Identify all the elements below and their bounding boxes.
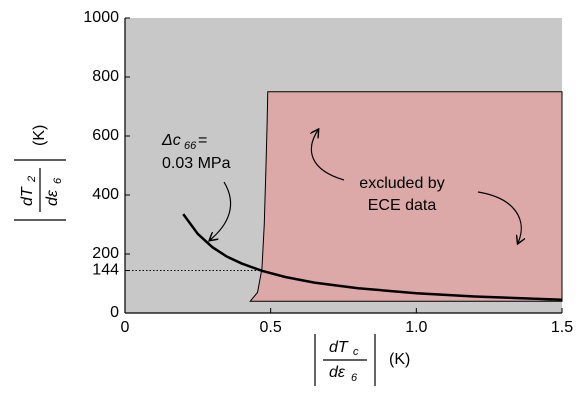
data-line [182,213,563,301]
arrow [311,130,345,181]
x-label-num-sub: c [353,346,359,358]
plot-area [125,18,563,313]
y-tick-label: 800 [92,68,119,85]
y-axis-label: dT 2 dε 6 (K) [14,125,66,221]
y-tick-label: 1000 [83,9,119,26]
y-label-unit: (K) [31,125,48,146]
annotation: = [198,132,207,149]
y-label-den: dε [44,189,61,206]
y-tick-label: 200 [92,245,119,262]
y-label-num: dT [19,186,36,206]
annotation: Δc [161,132,181,149]
annotation: 0.03 MPa [162,155,231,172]
x-tick-label: 0.5 [260,319,282,336]
y-label-num-sub: 2 [26,176,38,183]
y-tick-label: 400 [92,186,119,203]
y-tick-label: 600 [92,127,119,144]
annotation: ECE data [368,197,437,214]
y-tick-label: 0 [110,304,119,321]
x-axis-label: dT c dε 6 (K) [314,334,410,386]
x-label-unit: (K) [389,351,410,368]
y-tick-label: 144 [92,262,119,279]
x-label-den: dε [329,364,346,381]
x-label-den-sub: 6 [351,372,358,384]
arrow [477,191,521,243]
x-tick-label: 1.0 [405,319,427,336]
annotation: excluded by [359,175,444,192]
x-tick-label: 1.5 [551,319,573,336]
arrow [210,181,232,240]
excluded-region [249,91,563,302]
y-label-den-sub: 6 [52,177,64,184]
x-label-num: dT [329,339,349,356]
x-tick-label: 0 [121,319,130,336]
annotation: 66 [184,140,197,152]
